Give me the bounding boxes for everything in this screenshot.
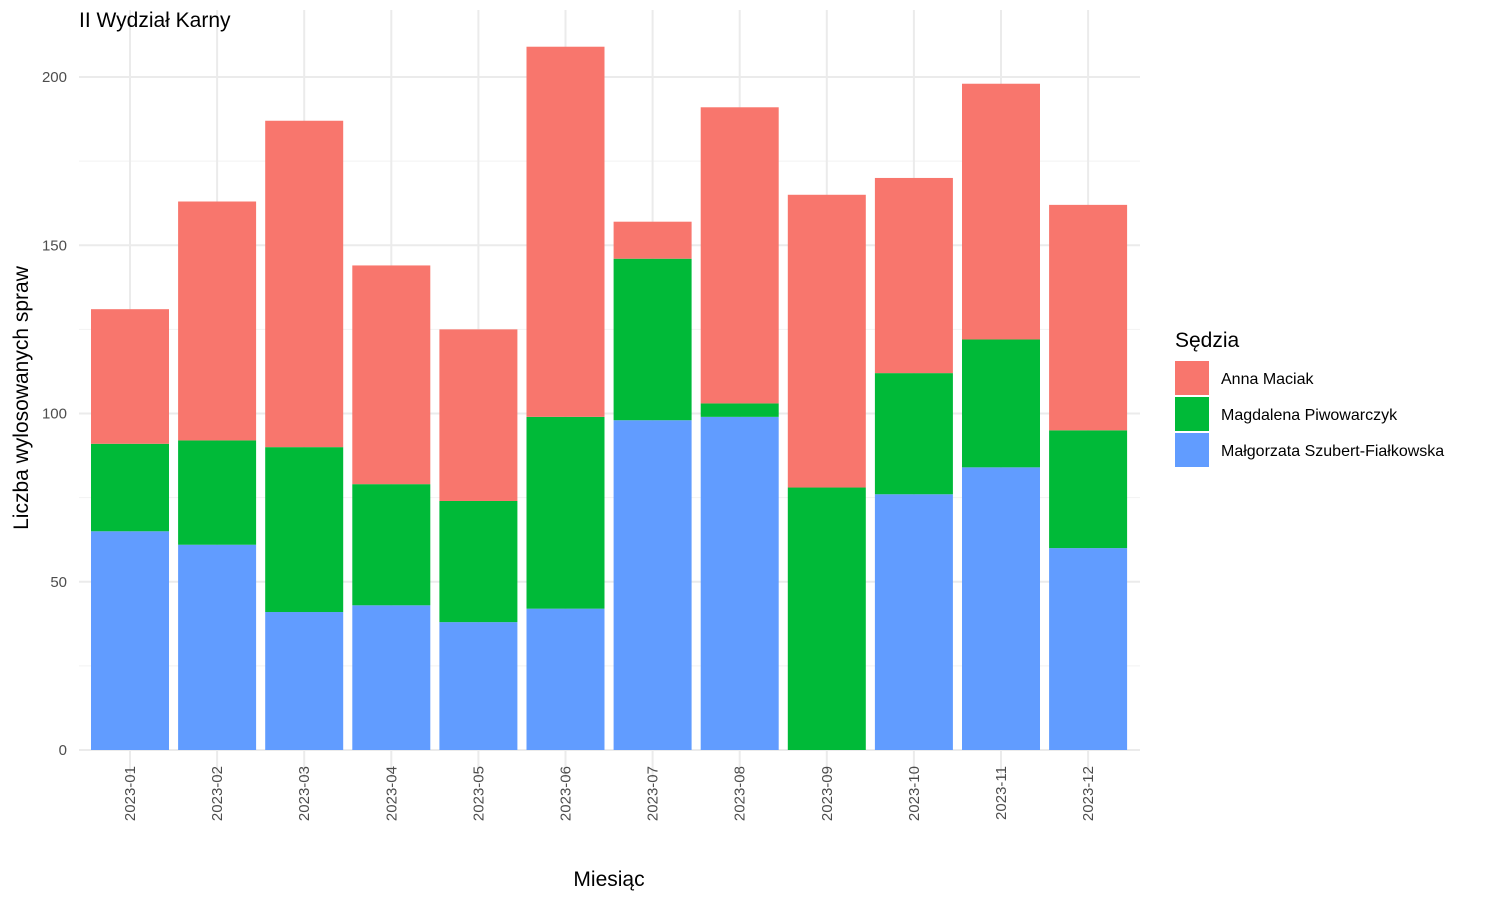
bar-segment bbox=[613, 420, 692, 750]
x-axis-title: Miesiąc bbox=[573, 868, 644, 891]
x-tick-label: 2023-06 bbox=[558, 766, 575, 821]
bar-segment bbox=[613, 258, 692, 421]
bar-segment bbox=[178, 440, 257, 545]
y-axis-title: Liczba wylosowanych spraw bbox=[10, 265, 33, 530]
bar-segment bbox=[874, 494, 953, 750]
bar-segment bbox=[265, 120, 344, 448]
x-tick-label: 2023-11 bbox=[993, 766, 1010, 820]
bar-segment bbox=[700, 416, 779, 750]
legend-key bbox=[1175, 397, 1209, 431]
legend-label: Magdalena Piwowarczyk bbox=[1221, 407, 1398, 424]
y-axis-ticks: 0 50 100 150 200 bbox=[42, 69, 67, 759]
bar-segment bbox=[700, 107, 779, 404]
chart-title: II Wydział Karny bbox=[79, 9, 231, 32]
bar-segment bbox=[91, 309, 169, 444]
bars bbox=[91, 46, 1128, 750]
y-tick-label: 100 bbox=[42, 406, 67, 423]
bar-segment bbox=[1049, 548, 1128, 750]
legend-label: Anna Maciak bbox=[1221, 371, 1314, 388]
y-tick-label: 50 bbox=[50, 574, 67, 591]
bar-segment bbox=[352, 605, 431, 750]
x-tick-label: 2023-03 bbox=[296, 766, 313, 821]
x-axis-ticks: 2023-01 2023-02 2023-03 2023-04 2023-05 2023-… bbox=[122, 766, 1097, 821]
legend-key bbox=[1175, 433, 1209, 467]
legend-title: Sędzia bbox=[1175, 329, 1240, 352]
bar-segment bbox=[439, 500, 518, 623]
x-tick-label: 2023-01 bbox=[122, 766, 139, 821]
bar-segment bbox=[352, 484, 431, 606]
legend-label: Małgorzata Szubert-Fiałkowska bbox=[1221, 443, 1444, 460]
x-tick-label: 2023-09 bbox=[819, 766, 836, 821]
bar-segment bbox=[874, 177, 953, 374]
y-tick-label: 200 bbox=[42, 69, 67, 86]
bar-segment bbox=[265, 612, 344, 750]
bar-segment bbox=[962, 83, 1040, 340]
bar-segment bbox=[352, 265, 431, 485]
bar-segment bbox=[91, 443, 169, 532]
bar-segment bbox=[439, 622, 518, 750]
bar-segment bbox=[962, 339, 1040, 468]
x-tick-label: 2023-04 bbox=[383, 766, 400, 821]
x-tick-label: 2023-05 bbox=[470, 766, 487, 821]
x-tick-label: 2023-12 bbox=[1080, 766, 1097, 821]
x-tick-label: 2023-08 bbox=[732, 766, 749, 821]
bar-segment bbox=[526, 46, 605, 417]
bar-segment bbox=[874, 373, 953, 495]
legend-key bbox=[1175, 361, 1209, 395]
bar-segment bbox=[439, 329, 518, 501]
bar-segment bbox=[787, 194, 866, 488]
bar-segment bbox=[265, 447, 344, 613]
bar-segment bbox=[613, 221, 692, 259]
x-tick-label: 2023-10 bbox=[906, 766, 923, 821]
x-tick-label: 2023-07 bbox=[645, 766, 662, 821]
bar-segment bbox=[962, 467, 1040, 750]
y-tick-label: 0 bbox=[59, 742, 67, 759]
x-tick-label: 2023-02 bbox=[209, 766, 226, 821]
bar-segment bbox=[178, 544, 257, 750]
bar-segment bbox=[91, 531, 169, 750]
bar-segment bbox=[1049, 204, 1128, 431]
bar-segment bbox=[526, 608, 605, 750]
bar-segment bbox=[787, 487, 866, 750]
bar-segment bbox=[526, 416, 605, 609]
y-tick-label: 150 bbox=[42, 237, 67, 254]
legend: Sędzia Anna Maciak Magdalena Piwowarczyk M… bbox=[1175, 329, 1444, 467]
bar-segment bbox=[1049, 430, 1128, 549]
bar-segment bbox=[700, 403, 779, 417]
bar-segment bbox=[178, 201, 257, 441]
